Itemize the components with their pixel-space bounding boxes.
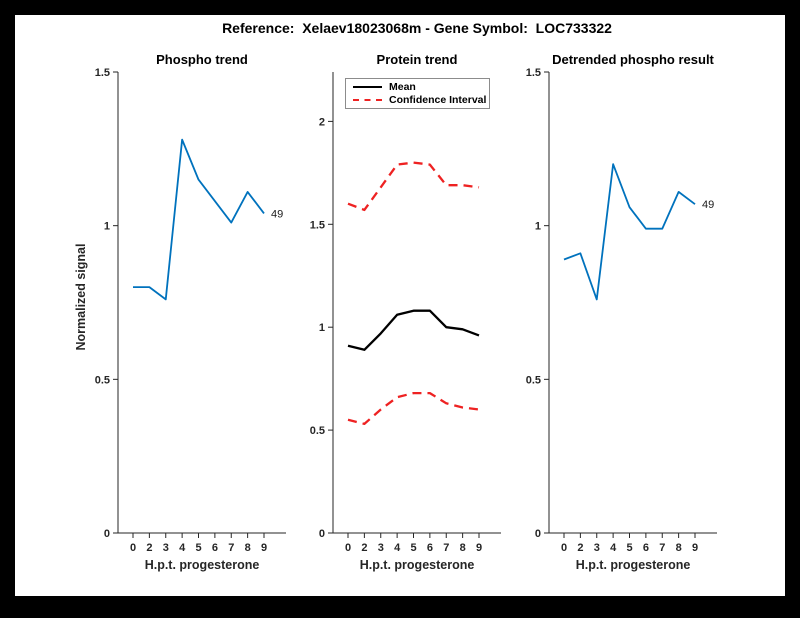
x-axis-label-3: H.p.t. progesterone <box>575 558 691 572</box>
x-tick-label: 5 <box>410 542 416 554</box>
series-line-confidence-lower <box>347 391 480 426</box>
x-tick-label: 3 <box>163 542 169 554</box>
legend: Mean Confidence Interval <box>345 78 490 109</box>
figure-canvas <box>15 15 785 596</box>
x-tick-label: 9 <box>692 542 698 554</box>
subplot-title-phospho-trend: Phospho trend <box>156 52 248 67</box>
figure-title: Reference: Xelaev18023068m - Gene Symbol… <box>222 20 612 36</box>
x-axis-label-2: H.p.t. progesterone <box>359 558 475 572</box>
confidence-interval-line-sample-icon <box>353 98 382 101</box>
protein-trend-chart: 00.511.520 2 3 4 5 6 7 8 9 <box>310 72 501 554</box>
detrended-phospho-chart: 00.511.50 2 3 4 5 6 7 8 949 <box>526 67 717 554</box>
y-tick-label: 1.5 <box>310 219 325 231</box>
x-tick-label: 8 <box>245 542 251 554</box>
x-tick-label: 2 <box>577 542 583 554</box>
x-tick-label: 9 <box>261 542 267 554</box>
x-tick-label: 2 <box>361 542 367 554</box>
x-tick-label: 5 <box>626 542 632 554</box>
x-tick-label: 4 <box>179 542 186 554</box>
y-tick-label: 0 <box>104 528 110 540</box>
mean-line-sample-icon <box>353 86 382 89</box>
x-tick-label: 0 <box>130 542 136 554</box>
end-point-label: 49 <box>271 208 283 220</box>
x-tick-label: 5 <box>195 542 201 554</box>
y-tick-label: 0.5 <box>526 374 541 386</box>
x-axis-label-1: H.p.t. progesterone <box>144 558 260 572</box>
y-tick-label: 1 <box>319 322 325 334</box>
legend-entry-confidence-interval: Confidence Interval <box>353 93 487 106</box>
y-tick-label: 0 <box>535 528 541 540</box>
legend-label-confidence-interval: Confidence Interval <box>389 93 487 106</box>
series-line-phospho-signal <box>133 138 265 301</box>
x-tick-label: 3 <box>594 542 600 554</box>
y-tick-label: 1 <box>535 221 541 233</box>
end-point-label: 49 <box>702 199 714 211</box>
x-tick-label: 8 <box>676 542 682 554</box>
x-tick-label: 0 <box>561 542 567 554</box>
phospho-trend-chart: 00.511.50 2 3 4 5 6 7 8 949 <box>95 67 286 554</box>
x-tick-label: 7 <box>228 542 234 554</box>
series-line-detrended-phospho-signal <box>563 163 696 301</box>
y-tick-label: 1.5 <box>95 67 110 79</box>
x-tick-label: 7 <box>443 542 449 554</box>
y-tick-label: 1.5 <box>526 67 541 79</box>
x-tick-label: 7 <box>659 542 665 554</box>
x-tick-label: 2 <box>146 542 152 554</box>
legend-entry-mean: Mean <box>353 81 485 93</box>
subplot-title-protein-trend: Protein trend <box>376 52 458 67</box>
x-tick-label: 4 <box>610 542 617 554</box>
x-tick-label: 9 <box>476 542 482 554</box>
legend-label-mean: Mean <box>389 81 416 94</box>
subplot-title-detrended-phospho: Detrended phospho result <box>552 52 714 67</box>
x-tick-label: 4 <box>394 542 401 554</box>
x-tick-label: 3 <box>378 542 384 554</box>
y-tick-label: 0 <box>319 528 325 540</box>
x-tick-label: 6 <box>427 542 433 554</box>
y-tick-label: 1 <box>104 221 110 233</box>
y-tick-label: 0.5 <box>95 374 110 386</box>
series-line-confidence-upper <box>347 161 480 212</box>
y-tick-label: 2 <box>319 116 325 128</box>
x-tick-label: 0 <box>345 542 351 554</box>
x-tick-label: 6 <box>212 542 218 554</box>
x-tick-label: 8 <box>460 542 466 554</box>
series-line-mean <box>347 309 480 351</box>
y-tick-label: 0.5 <box>310 425 325 437</box>
x-tick-label: 6 <box>643 542 649 554</box>
